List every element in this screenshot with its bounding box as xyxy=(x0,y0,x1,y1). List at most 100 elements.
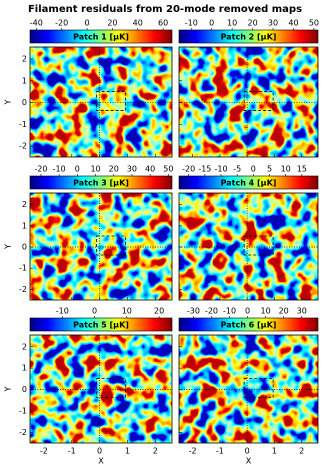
filament-box xyxy=(96,235,127,256)
colorbar-tick-label: 0 xyxy=(209,19,214,28)
residual-map xyxy=(179,335,318,443)
y-tick-label: -2 xyxy=(19,142,27,151)
colorbar-tick-label: 10 xyxy=(281,165,291,174)
residual-map xyxy=(179,47,318,157)
residual-map xyxy=(30,47,172,157)
colorbar-tick-label: 40 xyxy=(133,19,143,28)
colorbar-tick-label: -20 xyxy=(182,165,195,174)
x-tick-label: -1 xyxy=(68,447,76,456)
colorbar-label: Patch 2 [μK] xyxy=(221,33,277,42)
axes-frame xyxy=(29,334,173,444)
x-axis-label: X xyxy=(98,457,104,466)
y-axis-label: Y xyxy=(4,386,13,392)
colorbar-tick-label: -10 xyxy=(223,307,236,316)
colorbar xyxy=(29,29,173,44)
x-tick-label: 1 xyxy=(125,447,130,456)
filament-box xyxy=(243,91,274,111)
y-tick-label: 0 xyxy=(22,385,27,394)
colorbar xyxy=(178,317,319,332)
colorbar-tick-label: 0 xyxy=(75,165,80,174)
colorbar-label: Patch 1 [μK] xyxy=(73,33,129,42)
colorbar-tick-label: -30 xyxy=(187,307,200,316)
colorbar-label: Patch 3 [μK] xyxy=(73,179,129,188)
colorbar-tick-label: 40 xyxy=(145,165,155,174)
x-tick-label: 2 xyxy=(299,447,304,456)
colorbar-tick-label: 60 xyxy=(158,19,168,28)
colorbar-label: Patch 6 [μK] xyxy=(221,321,277,330)
x-axis-label: X xyxy=(246,457,252,466)
residual-map xyxy=(179,193,318,300)
axes-frame xyxy=(178,46,319,158)
x-tick-label: -2 xyxy=(189,447,197,456)
colorbar-tick-label: 30 xyxy=(268,19,278,28)
colorbar xyxy=(29,175,173,190)
filament-box xyxy=(96,378,127,398)
y-tick-label: 1 xyxy=(22,76,27,85)
colorbar-tick-label: 10 xyxy=(227,19,237,28)
colorbar-tick-label: -20 xyxy=(205,307,218,316)
colorbar-tick-label: 50 xyxy=(163,165,173,174)
x-tick-label: 0 xyxy=(245,447,250,456)
colorbar-tick-label: 10 xyxy=(90,165,100,174)
colorbar-tick-label: 30 xyxy=(127,165,137,174)
panel: Patch 6 [μK]-30 -20 -10 0 10 20 30-2 -1 0 1 2X xyxy=(178,307,319,466)
residual-map xyxy=(30,335,172,443)
colorbar xyxy=(178,175,319,190)
panel: Patch 1 [μK] -40 -20 0 20 40 60 -2 -1 0 1 2 Y xyxy=(4,19,173,158)
colorbar-tick-label: -10 xyxy=(53,165,66,174)
colorbar-tick-label: 20 xyxy=(107,19,117,28)
filament-box xyxy=(243,235,274,256)
x-tick-label: 0 xyxy=(97,447,102,456)
x-tick-label: -2 xyxy=(40,447,48,456)
colorbar-tick-label: 50 xyxy=(309,19,319,28)
y-tick-label: 0 xyxy=(22,243,27,252)
colorbar-tick-label: 30 xyxy=(297,307,307,316)
colorbar-tick-label: -40 xyxy=(30,19,43,28)
colorbar-tick-label: 20 xyxy=(279,307,289,316)
colorbar-tick-label: 20 xyxy=(247,19,257,28)
panel: Patch 2 [μK] -10 0 10 20 30 40 50 xyxy=(178,19,319,158)
y-axis-label: Y xyxy=(4,99,13,105)
y-tick-label: 2 xyxy=(22,200,27,209)
y-tick-label: 1 xyxy=(22,221,27,230)
y-axis-label: Y xyxy=(4,244,13,250)
y-tick-label: 0 xyxy=(22,98,27,107)
axes-frame xyxy=(29,192,173,301)
colorbar-tick-label: 10 xyxy=(261,307,271,316)
y-tick-label: 2 xyxy=(22,54,27,63)
colorbar-tick-label: -20 xyxy=(34,165,47,174)
figure-title: Filament residuals from 20-mode removed … xyxy=(28,4,302,15)
colorbar-tick-label: 15 xyxy=(297,165,307,174)
y-tick-label: 1 xyxy=(22,364,27,373)
y-tick-label: -2 xyxy=(19,285,27,294)
colorbar-tick-label: -10 xyxy=(214,165,227,174)
colorbar-tick-label: -15 xyxy=(198,165,211,174)
filament-box xyxy=(243,378,274,398)
axes-frame xyxy=(178,334,319,444)
colorbar-tick-label: 0 xyxy=(245,307,250,316)
x-tick-label: 2 xyxy=(153,447,158,456)
y-tick-label: 2 xyxy=(22,342,27,351)
colorbar-tick-label: -10 xyxy=(56,307,69,316)
colorbar-tick-label: -20 xyxy=(55,19,68,28)
filament-box xyxy=(96,91,127,111)
panel: Patch 4 [μK] -20 -15 -10 -5 0 5 10 15 xyxy=(178,165,319,301)
colorbar-tick-label: 0 xyxy=(251,165,256,174)
y-tick-label: -1 xyxy=(19,120,27,129)
colorbar-tick-label: 0 xyxy=(85,19,90,28)
x-tick-label: 1 xyxy=(272,447,277,456)
colorbar-tick-label: 40 xyxy=(288,19,298,28)
y-tick-label: -1 xyxy=(19,406,27,415)
colorbar xyxy=(29,317,173,332)
colorbar-tick-label: 20 xyxy=(154,307,164,316)
residual-map xyxy=(30,193,172,300)
colorbar-tick-label: 20 xyxy=(109,165,119,174)
y-tick-label: -1 xyxy=(19,264,27,273)
colorbar-label: Patch 4 [μK] xyxy=(221,179,277,188)
y-tick-label: -2 xyxy=(19,428,27,437)
colorbar-label: Patch 5 [μK] xyxy=(73,321,129,330)
